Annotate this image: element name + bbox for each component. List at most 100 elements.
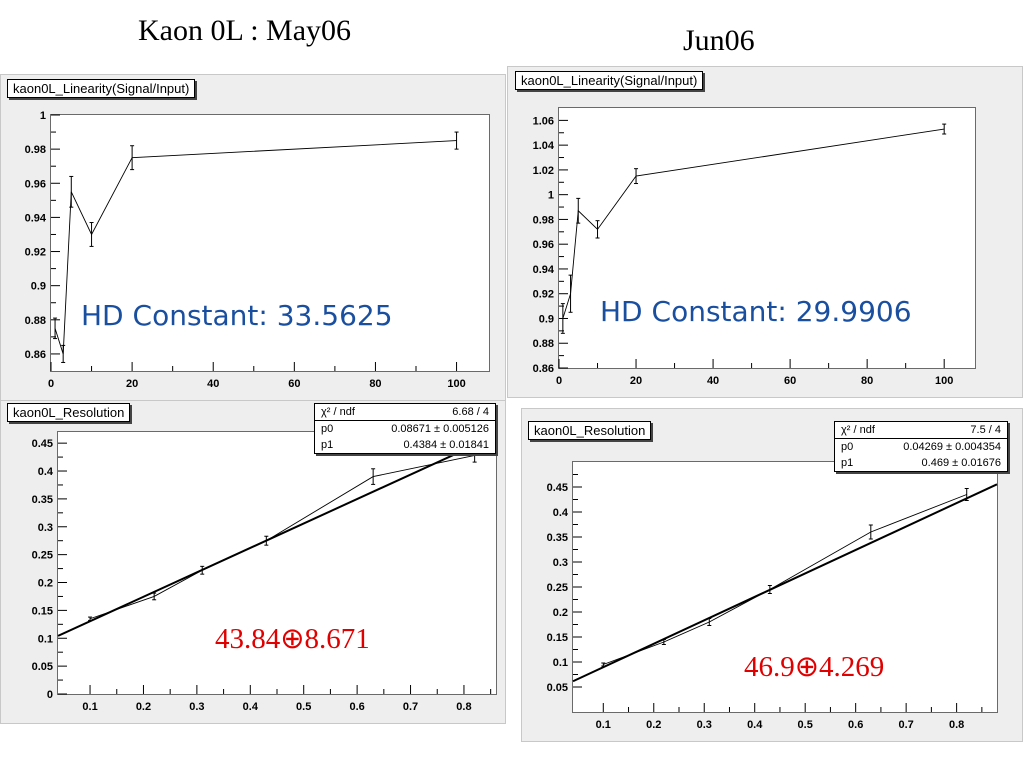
data-point xyxy=(595,220,600,239)
stats-p1-row: p1 0.4384 ± 0.01841 xyxy=(315,437,495,453)
stats-chi2-row: χ² / ndf 7.5 / 4 xyxy=(835,422,1007,439)
hist-title-may-linearity: kaon0L_Linearity(Signal/Input) xyxy=(7,79,196,98)
x-tick-label: 0.5 xyxy=(798,719,813,731)
chart-may-resolution: 0 0.05 0.1 0.15 0.2 0.25 0.3 0.35 0.4 0.45 0.1 0.2 0… xyxy=(32,434,497,713)
stats-p0-label: p0 xyxy=(841,441,854,453)
data-point xyxy=(152,592,157,601)
data-line xyxy=(603,494,967,665)
y-tick-label: 0.3 xyxy=(553,557,568,569)
data-point xyxy=(767,585,772,594)
y-tick-label: 0.98 xyxy=(25,144,46,156)
data-point xyxy=(868,524,873,540)
y-tick-label: 1.02 xyxy=(533,165,554,177)
x-tick-label: 0.4 xyxy=(243,701,259,713)
data-point xyxy=(200,565,205,575)
fit-stats-box-may: χ² / ndf 6.68 / 4 p0 0.08671 ± 0.005126 … xyxy=(314,403,496,454)
y-tick-label: 0.15 xyxy=(32,605,53,617)
stats-chi2-value: 7.5 / 4 xyxy=(970,424,1001,436)
data-point xyxy=(560,303,565,334)
stats-chi2-label: χ² / ndf xyxy=(841,424,875,436)
x-tick-label: 0.1 xyxy=(596,719,611,731)
x-tick-label: 0.8 xyxy=(456,701,471,713)
stats-p0-value: 0.04269 ± 0.004354 xyxy=(903,441,1001,453)
y-tick-label: 0.35 xyxy=(32,494,53,506)
data-line xyxy=(562,128,945,319)
y-tick-label: 0.05 xyxy=(32,661,53,673)
hist-title-may-resolution: kaon0L_Resolution xyxy=(7,403,131,422)
x-tick-label: 0.7 xyxy=(403,701,418,713)
y-tick-label: 0.92 xyxy=(533,289,554,301)
chart-may-linearity: 0.86 0.88 0.9 0.92 0.94 0.96 0.98 1 0 20 40 60 80 100 xyxy=(25,110,466,390)
x-tick-label: 0.3 xyxy=(189,701,204,713)
stats-chi2-row: χ² / ndf 6.68 / 4 xyxy=(315,404,495,421)
y-tick-label: 0.9 xyxy=(539,313,554,325)
y-tick-label: 0.4 xyxy=(553,507,569,519)
stats-p1-label: p1 xyxy=(321,439,334,451)
y-tick-label: 0.4 xyxy=(38,466,54,478)
x-tick-label: 0.2 xyxy=(646,719,661,731)
y-tick-label: 0.1 xyxy=(553,657,568,669)
x-tick-label: 0.2 xyxy=(136,701,151,713)
chart-jun-linearity: 0.86 0.88 0.9 0.92 0.94 0.96 0.98 1 1.02 1.04 1.06… xyxy=(533,115,954,387)
panel-may-linearity: 0.86 0.88 0.9 0.92 0.94 0.96 0.98 1 0 20 40 60 80 100… xyxy=(0,74,506,402)
stats-p0-row: p0 0.08671 ± 0.005126 xyxy=(315,421,495,437)
data-point xyxy=(53,317,58,340)
y-tick-label: 0.96 xyxy=(533,239,554,251)
y-tick-label: 0.96 xyxy=(25,178,46,190)
axes: 0.86 0.88 0.9 0.92 0.94 0.96 0.98 1 0 20 40 60 80 100 xyxy=(25,110,466,390)
y-tick-label: 0.45 xyxy=(547,482,568,494)
y-tick-label: 0.15 xyxy=(547,632,568,644)
y-tick-label: 1 xyxy=(40,110,46,122)
axes: 0.05 0.1 0.15 0.2 0.25 0.3 0.35 0.4 0.45 0.1 0.2 0.… xyxy=(547,474,983,731)
x-tick-label: 0.6 xyxy=(349,701,364,713)
y-tick-label: 0.88 xyxy=(25,315,46,327)
x-tick-label: 0.3 xyxy=(697,719,712,731)
data-line xyxy=(54,140,457,355)
x-tick-label: 80 xyxy=(369,378,381,390)
x-tick-label: 40 xyxy=(207,378,219,390)
data-point xyxy=(264,535,269,546)
x-tick-label: 100 xyxy=(935,375,953,387)
y-tick-label: 0.2 xyxy=(38,578,53,590)
plot-frame-jun-resolution: 0.05 0.1 0.15 0.2 0.25 0.3 0.35 0.4 0.45 0.1 0.2 0.… xyxy=(547,461,998,731)
y-tick-label: 1 xyxy=(548,190,554,202)
resolution-formula-may: 43.84⊕8.671 xyxy=(215,623,370,655)
data-point xyxy=(568,274,573,313)
data-point xyxy=(89,222,94,247)
stats-p0-row: p0 0.04269 ± 0.004354 xyxy=(835,439,1007,455)
x-tick-label: 80 xyxy=(861,375,873,387)
x-tick-label: 0.4 xyxy=(747,719,763,731)
stats-p0-value: 0.08671 ± 0.005126 xyxy=(391,423,489,435)
y-tick-label: 0.05 xyxy=(547,682,568,694)
y-tick-label: 0.1 xyxy=(38,633,53,645)
stats-chi2-label: χ² / ndf xyxy=(321,406,355,418)
panel-may-resolution: 0 0.05 0.1 0.15 0.2 0.25 0.3 0.35 0.4 0.45 0.1 0.2 0… xyxy=(0,400,506,724)
x-tick-label: 20 xyxy=(126,378,138,390)
y-tick-label: 0.88 xyxy=(533,338,554,350)
hd-constant-jun: HD Constant: 29.9906 xyxy=(600,295,912,328)
y-tick-label: 0.94 xyxy=(25,212,47,224)
y-tick-label: 0.45 xyxy=(32,438,53,450)
y-tick-label: 0.35 xyxy=(547,532,568,544)
x-tick-label: 60 xyxy=(784,375,796,387)
heading-right: Jun06 xyxy=(683,24,755,57)
y-tick-label: 1.06 xyxy=(533,115,554,127)
stats-p1-row: p1 0.469 ± 0.01676 xyxy=(835,455,1007,471)
plot-frame-may-resolution: 0 0.05 0.1 0.15 0.2 0.25 0.3 0.35 0.4 0.45 0.1 0.2 0… xyxy=(32,431,497,713)
panel-jun-linearity: 0.86 0.88 0.9 0.92 0.94 0.96 0.98 1 1.02 1.04 1.06… xyxy=(507,66,1023,398)
data-point xyxy=(661,639,666,645)
x-tick-label: 0 xyxy=(556,375,562,387)
fit-line xyxy=(572,483,998,683)
y-tick-label: 0.3 xyxy=(38,522,53,534)
y-tick-label: 0.94 xyxy=(533,264,555,276)
stats-p1-label: p1 xyxy=(841,457,854,469)
stats-chi2-value: 6.68 / 4 xyxy=(452,406,489,418)
data-point xyxy=(130,145,135,171)
hist-title-jun-linearity: kaon0L_Linearity(Signal/Input) xyxy=(515,71,704,90)
chart-jun-resolution: 0.05 0.1 0.15 0.2 0.25 0.3 0.35 0.4 0.45 0.1 0.2 0.… xyxy=(547,474,998,731)
y-tick-label: 0.92 xyxy=(25,247,46,259)
x-tick-label: 100 xyxy=(447,378,465,390)
x-tick-label: 0.1 xyxy=(82,701,97,713)
stats-p1-value: 0.469 ± 0.01676 xyxy=(921,457,1001,469)
data-point xyxy=(942,123,947,135)
